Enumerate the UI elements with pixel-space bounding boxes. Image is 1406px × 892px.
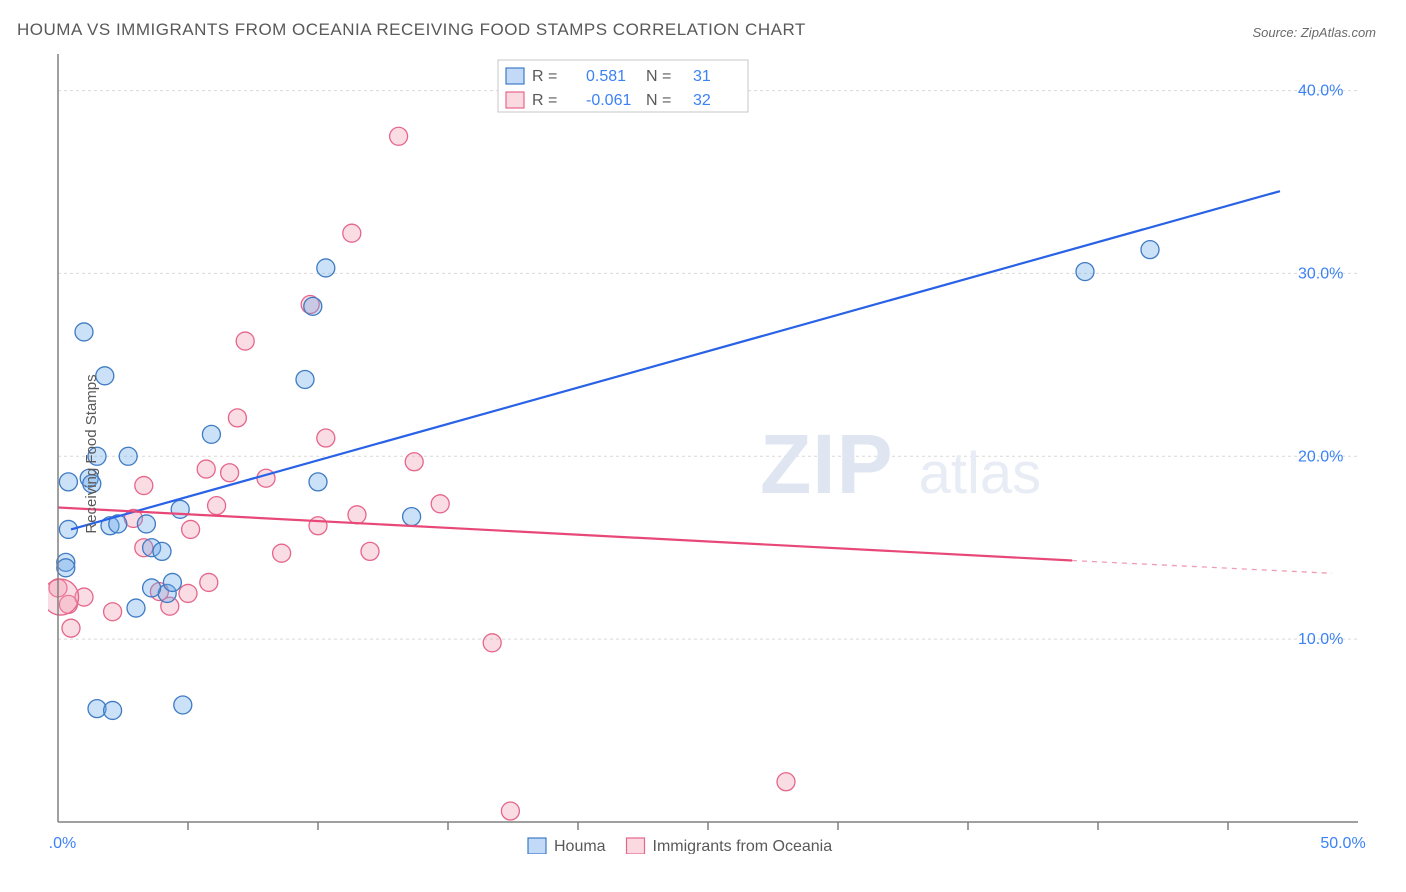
data-point-pink (405, 453, 423, 471)
data-point-pink (309, 517, 327, 535)
source-credit: Source: ZipAtlas.com (1252, 25, 1376, 40)
data-point-blue (403, 508, 421, 526)
legend-swatch (506, 92, 524, 108)
watermark-sub: atlas (919, 441, 1042, 506)
trend-line-pink (58, 507, 1072, 560)
data-point-blue (75, 323, 93, 341)
data-point-pink (48, 579, 79, 615)
data-point-blue (304, 297, 322, 315)
data-point-pink (228, 409, 246, 427)
trend-line-blue (71, 191, 1280, 529)
data-point-pink (257, 469, 275, 487)
data-point-blue (119, 447, 137, 465)
data-point-blue (143, 579, 161, 597)
chart-title: HOUMA VS IMMIGRANTS FROM OCEANIA RECEIVI… (17, 20, 806, 40)
data-point-blue (59, 473, 77, 491)
chart-container: Receiving Food Stamps ZIP atlas 10.0% 20.0%… (48, 54, 1378, 854)
data-point-pink (200, 573, 218, 591)
data-point-pink (483, 634, 501, 652)
y-tick-label: 30.0% (1298, 265, 1343, 282)
legend-n-value: 32 (693, 92, 711, 109)
data-point-blue (1076, 263, 1094, 281)
data-point-pink (197, 460, 215, 478)
data-point-blue (317, 259, 335, 277)
data-point-pink (208, 497, 226, 515)
legend-n-label: N = (646, 92, 671, 109)
data-point-pink (236, 332, 254, 350)
data-point-pink (501, 802, 519, 820)
data-point-pink (343, 224, 361, 242)
y-axis-label: Receiving Food Stamps (83, 374, 100, 533)
data-point-pink (777, 773, 795, 791)
y-tick-label: 10.0% (1298, 631, 1343, 648)
data-point-pink (179, 584, 197, 602)
data-point-blue (296, 370, 314, 388)
trend-line-pink-dashed (1072, 561, 1332, 574)
legend-r-value: -0.061 (586, 92, 631, 109)
legend-series-label: Immigrants from Oceania (653, 838, 833, 854)
data-point-blue (57, 559, 75, 577)
legend-n-value: 31 (693, 68, 711, 85)
data-point-blue (1141, 241, 1159, 259)
data-point-blue (202, 425, 220, 443)
data-point-pink (431, 495, 449, 513)
data-point-blue (137, 515, 155, 533)
legend-swatch (528, 838, 546, 854)
data-point-pink (361, 542, 379, 560)
data-point-blue (174, 696, 192, 714)
data-point-pink (135, 477, 153, 495)
data-point-pink (221, 464, 239, 482)
legend-n-label: N = (646, 68, 671, 85)
data-point-blue (153, 542, 171, 560)
legend-r-value: 0.581 (586, 68, 626, 85)
data-point-blue (127, 599, 145, 617)
data-point-blue (309, 473, 327, 491)
legend-swatch (627, 838, 645, 854)
data-point-pink (273, 544, 291, 562)
data-point-pink (317, 429, 335, 447)
y-tick-label: 40.0% (1298, 83, 1343, 100)
data-point-pink (62, 619, 80, 637)
data-point-pink (104, 603, 122, 621)
data-point-pink (182, 520, 200, 538)
data-point-blue (163, 573, 181, 591)
watermark: ZIP (760, 417, 894, 511)
data-point-blue (171, 500, 189, 518)
x-tick-label: 50.0% (1320, 835, 1365, 852)
data-point-pink (390, 127, 408, 145)
legend-r-label: R = (532, 68, 557, 85)
x-tick-label: 0.0% (48, 835, 76, 852)
data-point-pink (348, 506, 366, 524)
data-point-blue (104, 701, 122, 719)
legend-r-label: R = (532, 92, 557, 109)
legend-series-label: Houma (554, 838, 606, 854)
y-tick-label: 20.0% (1298, 448, 1343, 465)
scatter-chart: ZIP atlas 10.0% 20.0% 30.0% 40.0% 0.0% 50.0% R =… (48, 54, 1378, 854)
legend-swatch (506, 68, 524, 84)
